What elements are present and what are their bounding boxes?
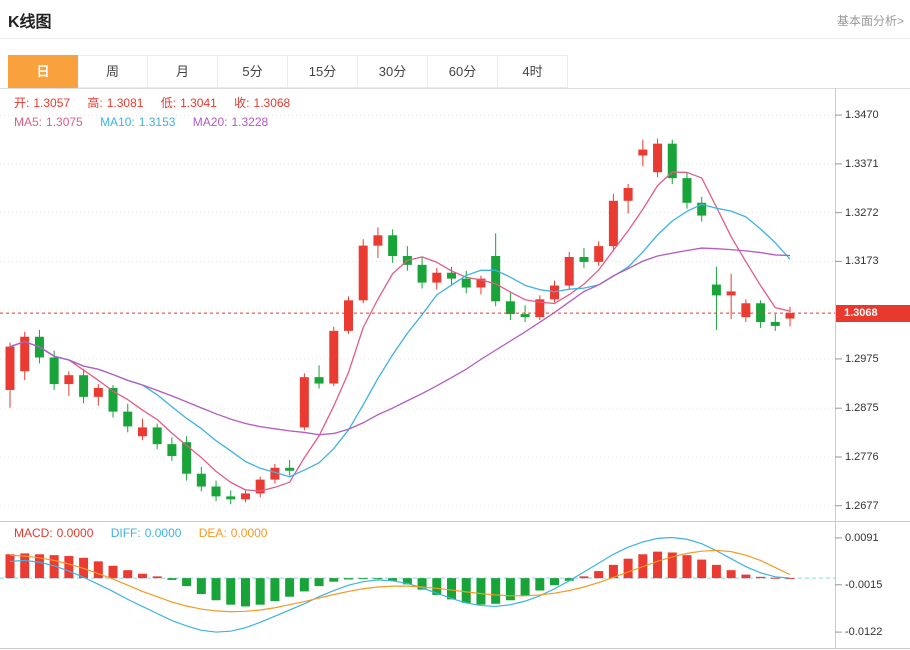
diff-label: DIFF: — [110, 526, 141, 540]
macd-label: MACD: — [14, 526, 53, 540]
tab-60min[interactable]: 60分 — [428, 55, 498, 88]
macd-legend: MACD: 0.0000 DIFF: 0.0000 DEA: 0.0000 — [14, 526, 281, 540]
ma10-value: 1.3153 — [138, 115, 176, 129]
macd-axis-label-3: -0.0122 — [845, 626, 883, 638]
ma10-label: MA10: — [100, 115, 135, 129]
price-axis-label-1: 1.3470 — [845, 109, 879, 121]
tab-week[interactable]: 周 — [78, 55, 148, 88]
high-label: 高: — [87, 96, 103, 110]
macd-axis-label-1: 0.0091 — [845, 532, 879, 544]
price-axis-label-6: 1.2875 — [845, 402, 879, 414]
diff-value: 0.0000 — [144, 526, 182, 540]
panel-separator — [0, 521, 910, 522]
tab-30min[interactable]: 30分 — [358, 55, 428, 88]
chart-top-border — [0, 88, 910, 89]
price-axis-label-5: 1.2975 — [845, 353, 879, 365]
current-price-tag: 1.3068 — [836, 305, 910, 322]
ma-legend: MA5: 1.3075 MA10: 1.3153 MA20: 1.3228 — [14, 115, 282, 129]
macd-axis-label-2: -0.0015 — [845, 579, 883, 591]
price-axis-label-3: 1.3272 — [845, 207, 879, 219]
tab-day[interactable]: 日 — [8, 55, 78, 88]
close-label: 收: — [234, 96, 250, 110]
open-value: 1.3057 — [33, 96, 71, 110]
chart-bottom-border — [0, 648, 910, 649]
ohlc-legend: 开: 1.3057 高: 1.3081 低: 1.3041 收: 1.3068 — [14, 94, 304, 111]
macd-value: 0.0000 — [56, 526, 94, 540]
price-axis-label-2: 1.3371 — [845, 158, 879, 170]
ma20-label: MA20: — [192, 115, 228, 129]
ma5-label: MA5: — [14, 115, 43, 129]
price-axis-label-4: 1.3173 — [845, 255, 879, 267]
open-label: 开: — [14, 96, 30, 110]
page-title: K线图 — [8, 14, 52, 31]
price-axis-label-7: 1.2776 — [845, 451, 879, 463]
price-axis-label-8: 1.2677 — [845, 500, 879, 512]
dea-value: 0.0000 — [230, 526, 268, 540]
price-axis-border — [835, 88, 836, 649]
dea-label: DEA: — [198, 526, 227, 540]
high-value: 1.3081 — [106, 96, 144, 110]
tab-15min[interactable]: 15分 — [288, 55, 358, 88]
header-divider — [0, 38, 910, 39]
period-tab-bar: 日 周 月 5分 15分 30分 60分 4时 — [8, 55, 568, 88]
close-value: 1.3068 — [253, 96, 291, 110]
low-label: 低: — [160, 96, 177, 110]
low-value: 1.3041 — [180, 96, 217, 110]
tab-month[interactable]: 月 — [148, 55, 218, 88]
fundamental-analysis-link[interactable]: 基本面分析> — [836, 14, 904, 28]
ma5-value: 1.3075 — [46, 115, 83, 129]
tab-4hour[interactable]: 4时 — [498, 55, 568, 88]
tab-5min[interactable]: 5分 — [218, 55, 288, 88]
ma20-value: 1.3228 — [231, 115, 269, 129]
